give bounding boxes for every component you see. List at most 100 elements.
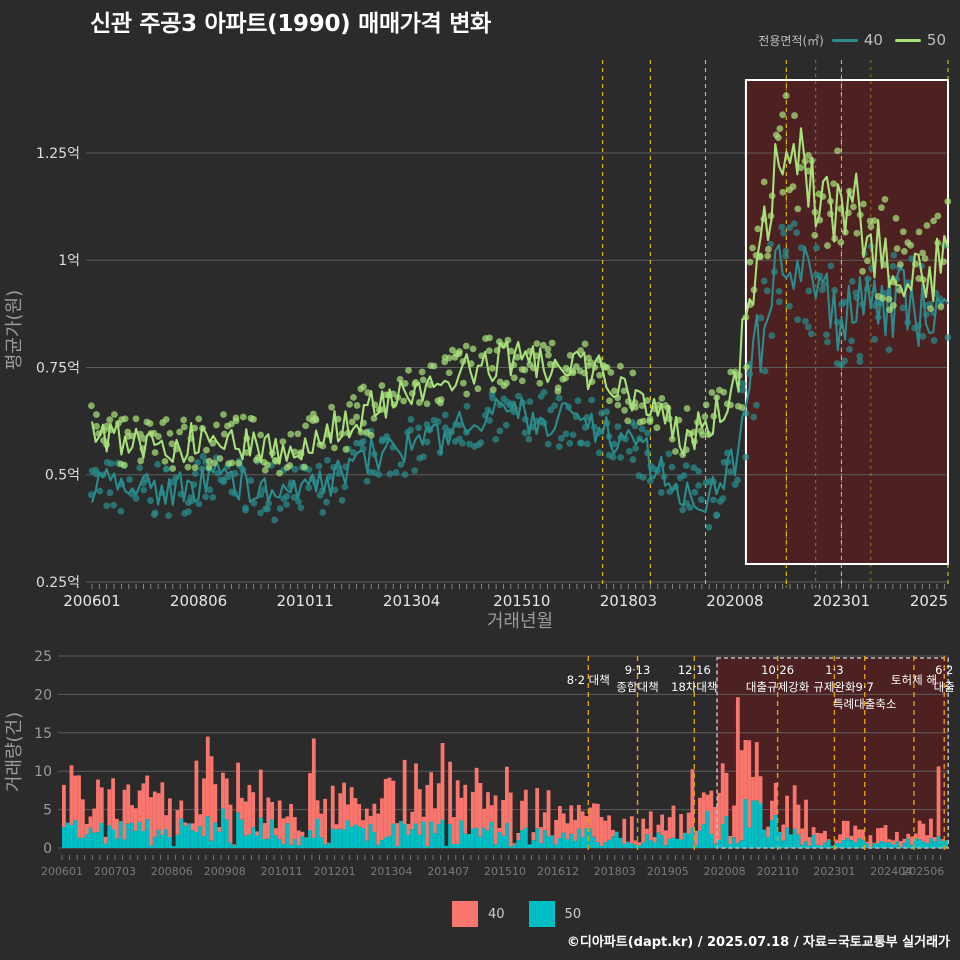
scatter-point-40	[477, 439, 485, 447]
scatter-point-40	[547, 406, 555, 414]
bar-segment-50	[664, 845, 668, 848]
bar-segment-40	[80, 799, 85, 838]
scatter-point-50	[209, 439, 217, 447]
scatter-point-50	[907, 241, 915, 249]
scatter-point-40	[775, 288, 783, 295]
bar-segment-50	[251, 827, 256, 848]
bar-segment-50	[84, 834, 89, 848]
bar-segment-50	[175, 834, 180, 848]
bar-segment-40	[448, 761, 452, 824]
credit-text: ©디아파트(dapt.kr) / 2025.07.18 / 자료=국토교통부 실…	[566, 935, 950, 950]
scatter-point-40	[496, 427, 504, 435]
bar-segment-40	[262, 823, 267, 840]
bar-segment-40	[717, 792, 721, 840]
scatter-point-50	[216, 455, 224, 462]
bar-segment-40	[925, 835, 930, 844]
scatter-point-40	[540, 388, 548, 396]
bar-segment-50	[660, 834, 665, 848]
bar-segment-50	[671, 837, 676, 848]
bar-segment-50	[145, 819, 150, 848]
scatter-point-50	[176, 428, 184, 436]
bar-segment-40	[88, 816, 93, 828]
bar-segment-40	[141, 783, 146, 832]
scatter-point-40	[349, 449, 357, 456]
bar-segment-40	[834, 839, 839, 844]
bar-segment-40	[376, 813, 381, 845]
scatter-point-50	[430, 362, 438, 370]
bottom-xtick-label: 202404	[870, 865, 912, 878]
bar-segment-40	[573, 819, 577, 841]
scatter-point-40	[341, 483, 349, 491]
bar-segment-50	[156, 829, 161, 848]
scatter-point-50	[331, 444, 338, 452]
bar-segment-50	[92, 832, 97, 848]
scatter-point-50	[811, 231, 819, 239]
bar-segment-40	[489, 805, 494, 822]
bar-segment-50	[679, 839, 683, 848]
scatter-point-50	[342, 446, 350, 453]
bar-segment-50	[262, 839, 267, 848]
bar-segment-40	[872, 842, 877, 844]
bar-segment-50	[796, 834, 801, 848]
bar-segment-50	[88, 827, 93, 848]
bottom-highlight-frame	[716, 657, 949, 849]
bar-segment-40	[368, 815, 373, 825]
top-xtick-label: 2025	[910, 592, 948, 610]
bar-segment-40	[175, 810, 180, 835]
scatter-point-50	[521, 366, 529, 374]
bar-segment-50	[709, 833, 714, 848]
bar-segment-50	[936, 835, 941, 848]
scatter-point-50	[437, 399, 444, 407]
legend-bottom-swatch-40	[452, 901, 478, 927]
scatter-point-50	[653, 424, 661, 432]
bar-segment-50	[576, 828, 581, 848]
scatter-point-40	[375, 471, 383, 478]
bar-segment-40	[554, 819, 559, 845]
scatter-point-40	[813, 244, 820, 252]
bar-segment-40	[463, 784, 468, 834]
bar-segment-50	[539, 843, 543, 848]
scatter-point-50	[915, 228, 923, 236]
bar-segment-50	[550, 835, 555, 848]
bar-segment-40	[380, 798, 384, 841]
scatter-point-50	[643, 397, 651, 404]
bar-segment-40	[319, 813, 324, 838]
bar-segment-40	[482, 808, 487, 828]
scatter-point-50	[111, 411, 118, 418]
bar-segment-40	[531, 832, 536, 841]
policy-annotation-label: 1·3	[825, 663, 843, 677]
bar-segment-40	[425, 784, 430, 847]
bar-segment-40	[860, 829, 865, 840]
bar-segment-40	[512, 843, 517, 845]
bar-segment-40	[183, 822, 187, 826]
bar-segment-50	[327, 842, 331, 848]
bar-segment-40	[228, 804, 233, 843]
scatter-point-50	[577, 347, 585, 354]
scatter-point-40	[780, 229, 787, 237]
scatter-point-50	[168, 440, 176, 448]
bar-segment-50	[137, 821, 142, 848]
bar-segment-40	[436, 783, 441, 825]
bar-segment-40	[508, 792, 513, 847]
bar-segment-40	[667, 817, 672, 839]
bar-segment-50	[482, 827, 487, 848]
bar-segment-40	[107, 789, 112, 826]
scatter-point-50	[779, 188, 787, 196]
bar-segment-40	[205, 736, 210, 817]
scatter-point-50	[581, 340, 589, 348]
scatter-point-50	[614, 401, 622, 409]
scatter-point-40	[775, 298, 783, 306]
bar-segment-50	[561, 832, 566, 848]
scatter-point-40	[665, 450, 673, 458]
bar-segment-50	[311, 837, 316, 848]
scatter-point-50	[764, 252, 772, 260]
scatter-point-50	[683, 405, 691, 412]
scatter-point-50	[489, 386, 497, 394]
bar-segment-40	[558, 805, 562, 839]
scatter-point-40	[841, 357, 849, 365]
bar-segment-50	[421, 821, 426, 848]
bar-segment-50	[160, 834, 165, 848]
top-xtick-label: 200806	[170, 592, 227, 610]
bar-segment-50	[838, 842, 842, 848]
scatter-point-50	[462, 342, 470, 350]
